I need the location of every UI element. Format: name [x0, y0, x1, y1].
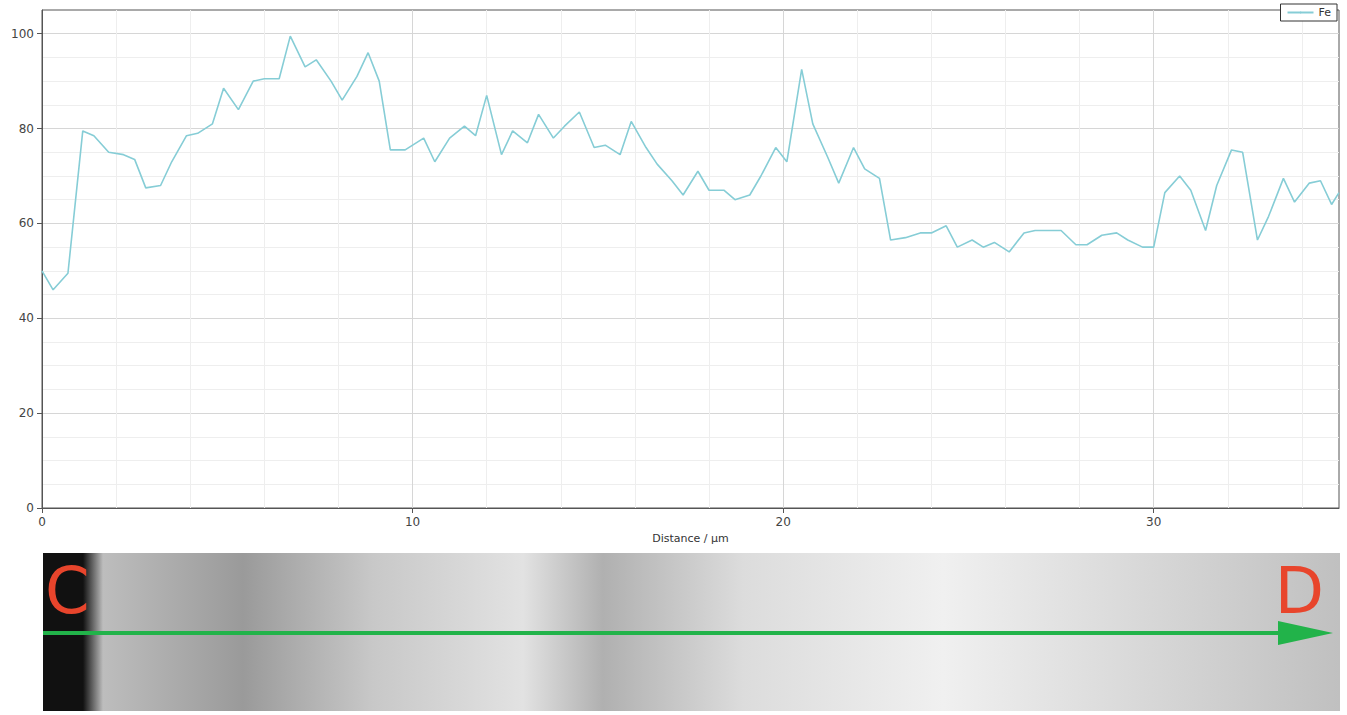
svg-text:0: 0: [38, 515, 46, 529]
svg-text:Distance / µm: Distance / µm: [652, 532, 729, 545]
svg-text:30: 30: [1146, 515, 1161, 529]
svg-text:100: 100: [11, 27, 34, 41]
html-text:C: C: [45, 554, 90, 628]
svg-text:20: 20: [776, 515, 791, 529]
svg-text:20: 20: [19, 406, 34, 420]
svg-text:80: 80: [19, 122, 34, 136]
svg-text:0: 0: [26, 501, 34, 515]
svg-text:Fe: Fe: [1319, 6, 1332, 19]
html-text:D: D: [1274, 554, 1324, 628]
svg-text:60: 60: [19, 216, 34, 230]
svg-text:10: 10: [405, 515, 420, 529]
svg-text:40: 40: [19, 311, 34, 325]
